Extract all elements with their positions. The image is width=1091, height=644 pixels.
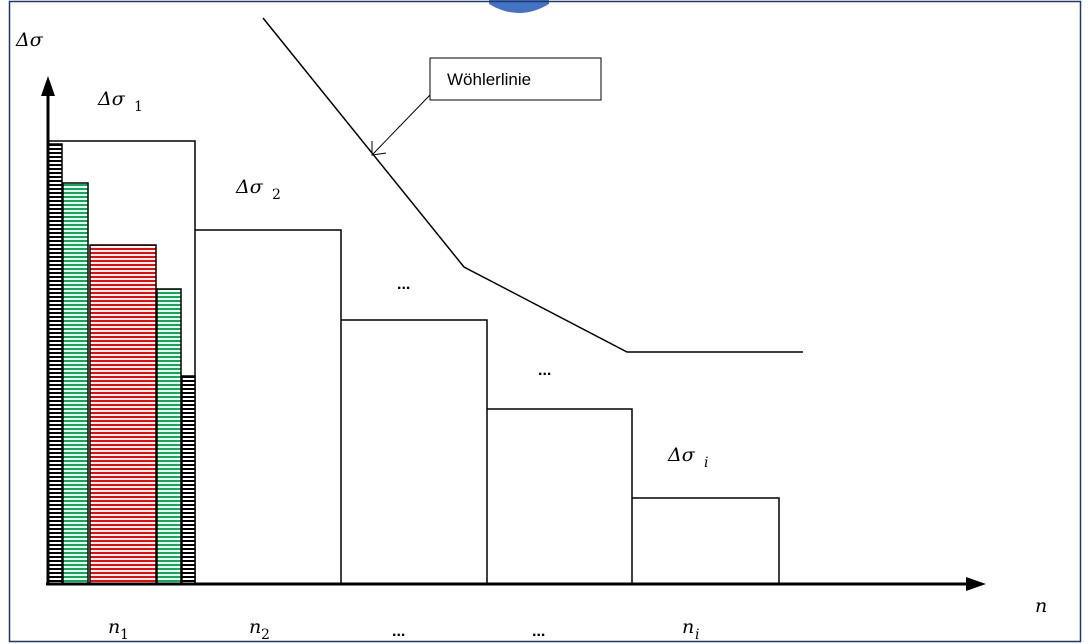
svg-text:i: i <box>704 455 708 471</box>
bar-black-right <box>181 375 196 585</box>
svg-text:n: n <box>682 616 694 638</box>
woehler-line <box>262 17 803 353</box>
svg-text:n: n <box>249 616 261 638</box>
svg-text:n: n <box>108 616 120 638</box>
x-axis-label: n <box>1035 595 1047 617</box>
y-axis-arrowhead <box>41 76 55 96</box>
bar-black-left <box>47 143 63 585</box>
label-delta-sigma-2: Δσ 2 <box>235 176 281 203</box>
ellipsis-block-3: ... <box>397 276 410 293</box>
callout-pointer-line <box>371 94 431 156</box>
y-axis-label: Δσ <box>15 29 44 51</box>
svg-text:Δσ: Δσ <box>667 444 696 466</box>
x-label-n2: n 2 <box>249 616 270 643</box>
svg-text:2: 2 <box>272 187 281 203</box>
svg-text:i: i <box>695 627 699 643</box>
svg-text:...: ... <box>532 623 545 640</box>
svg-text:Δσ: Δσ <box>97 88 126 110</box>
svg-text:2: 2 <box>261 627 270 643</box>
block-4-outline <box>487 408 633 584</box>
diagram-frame <box>8 0 1082 643</box>
ellipsis-block-4: ... <box>538 362 551 379</box>
svg-text:Δσ: Δσ <box>235 176 264 198</box>
block-2-outline <box>195 229 342 584</box>
svg-text:1: 1 <box>134 99 143 115</box>
x-label-n1: n 1 <box>108 616 129 643</box>
bar-green-right <box>156 288 182 585</box>
x-label-ellipsis-1: ... <box>392 623 405 640</box>
svg-text:1: 1 <box>120 627 129 643</box>
svg-text:...: ... <box>392 623 405 640</box>
bar-red <box>89 244 157 585</box>
block-1-detail-bars <box>47 143 196 585</box>
callout-pointer-head <box>371 141 387 156</box>
woehler-callout-box <box>429 57 602 101</box>
block-3-outline <box>341 319 488 584</box>
label-delta-sigma-1: Δσ 1 <box>97 88 143 115</box>
x-label-ellipsis-2: ... <box>532 623 545 640</box>
x-axis-arrowhead <box>966 577 986 591</box>
woehler-callout-text: Wöhlerlinie <box>447 70 531 89</box>
top-connector-shape <box>489 0 549 13</box>
x-label-ni: n i <box>682 616 699 643</box>
block-5-outline <box>632 497 780 584</box>
bar-green-left <box>62 182 89 585</box>
label-delta-sigma-i: Δσ i <box>667 444 708 471</box>
